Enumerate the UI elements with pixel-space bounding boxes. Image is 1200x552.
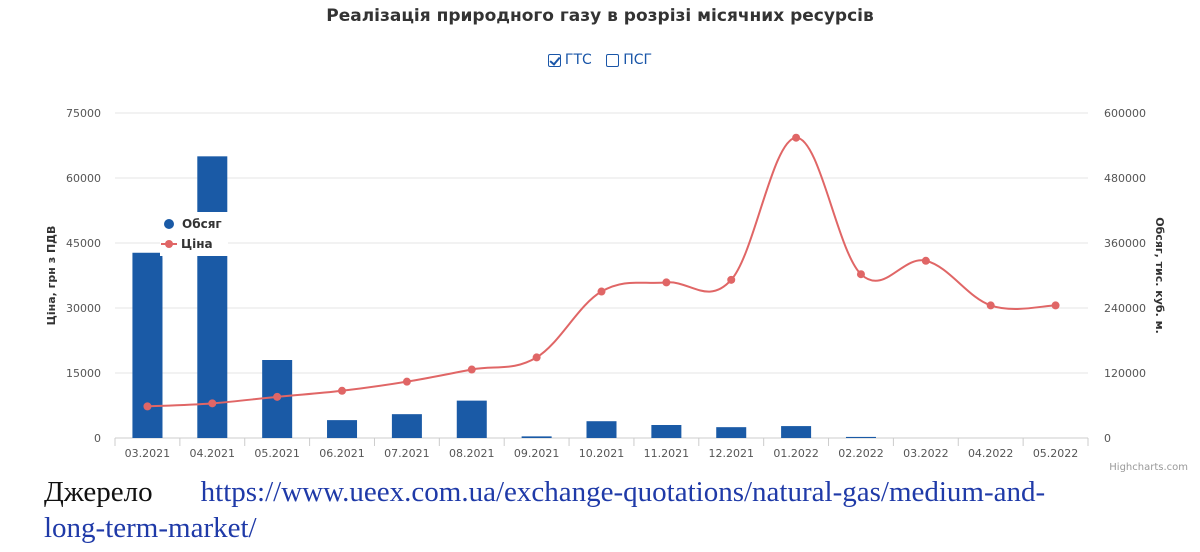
chart: 0 15000 30000 45000 60000 75000 0 120000 240000 3…: [45, 107, 1166, 460]
source-link[interactable]: https://www.ueex.com.ua/exchange-quotati…: [200, 476, 1046, 508]
x-tick-label: 07.2021: [384, 447, 430, 460]
filter-gts-label: ГТС: [564, 52, 592, 68]
legend[interactable]: Обсяг Ціна: [160, 212, 228, 256]
x-tick-label: 05.2021: [254, 447, 300, 460]
bar[interactable]: [521, 436, 552, 438]
x-tick-label: 06.2021: [319, 447, 365, 460]
filter-gts[interactable]: ГТС: [547, 52, 592, 68]
price-point[interactable]: [856, 270, 865, 279]
y-left-tick-label: 30000: [66, 302, 101, 315]
x-tick-label: 04.2021: [190, 447, 236, 460]
price-point[interactable]: [402, 377, 411, 386]
filter-psg[interactable]: ПСГ: [606, 52, 652, 68]
bar[interactable]: [391, 414, 422, 438]
y-right-tick-label: 480000: [1104, 172, 1146, 185]
price-point[interactable]: [467, 365, 476, 374]
x-tick-label: 12.2021: [708, 447, 754, 460]
chart-title: Реалізація природного газу в розрізі міс…: [326, 6, 874, 26]
price-point[interactable]: [986, 301, 995, 310]
y-right-tick-label: 120000: [1104, 367, 1146, 380]
legend-label-volume: Обсяг: [182, 217, 222, 231]
y-right-tick-label: 0: [1104, 432, 1111, 445]
y-left-axis-title: Ціна, грн з ПДВ: [45, 226, 58, 326]
price-point[interactable]: [1051, 301, 1060, 310]
legend-circle-icon: [164, 219, 174, 229]
bar[interactable]: [781, 426, 812, 438]
y-left-tick-label: 15000: [66, 367, 101, 380]
x-tick-label: 01.2022: [773, 447, 819, 460]
price-point[interactable]: [208, 399, 217, 408]
y-left-tick-label: 0: [94, 432, 101, 445]
price-point[interactable]: [921, 256, 930, 265]
bar[interactable]: [327, 420, 358, 438]
legend-line-icon: [161, 240, 177, 248]
x-tick-label: 04.2022: [968, 447, 1014, 460]
price-point[interactable]: [727, 275, 736, 284]
legend-item-price[interactable]: Ціна: [161, 234, 222, 254]
x-tick-label: 08.2021: [449, 447, 495, 460]
filter-psg-label: ПСГ: [623, 52, 653, 68]
source-link-continued[interactable]: long-term-market/: [44, 512, 257, 544]
x-tick-label: 10.2021: [579, 447, 625, 460]
x-tick-label: 05.2022: [1033, 447, 1079, 460]
legend-label-price: Ціна: [181, 237, 213, 251]
legend-item-volume[interactable]: Обсяг: [164, 214, 222, 234]
price-point[interactable]: [597, 287, 606, 296]
bar[interactable]: [586, 421, 617, 438]
filter-bar: ГТС ПСГ: [0, 52, 1200, 71]
x-tick-label: 11.2021: [644, 447, 690, 460]
y-right-tick-label: 360000: [1104, 237, 1146, 250]
price-point[interactable]: [143, 402, 152, 411]
bar[interactable]: [845, 436, 876, 438]
y-left-tick-label: 60000: [66, 172, 101, 185]
price-point[interactable]: [662, 278, 671, 287]
x-tick-label: 03.2022: [903, 447, 949, 460]
checkbox-unchecked-icon[interactable]: [606, 53, 620, 67]
x-tick-label: 03.2021: [125, 447, 171, 460]
y-left-tick-label: 45000: [66, 237, 101, 250]
y-right-tick-label: 600000: [1104, 107, 1146, 120]
price-point[interactable]: [532, 353, 541, 362]
source-label: Джерело: [44, 476, 153, 508]
source-note: Джерело https://www.ueex.com.ua/exchange-…: [44, 474, 1184, 546]
price-point[interactable]: [273, 392, 282, 401]
highcharts-credit[interactable]: Highcharts.com: [1109, 462, 1188, 473]
price-point[interactable]: [792, 133, 801, 142]
y-left-tick-label: 75000: [66, 107, 101, 120]
y-right-axis-title: Обсяг, тис. куб. м.: [1153, 217, 1166, 333]
x-tick-label: 09.2021: [514, 447, 560, 460]
bar[interactable]: [716, 427, 747, 438]
price-point[interactable]: [338, 386, 347, 395]
price-line: [147, 136, 1056, 408]
bar[interactable]: [197, 156, 228, 439]
bar[interactable]: [456, 400, 487, 438]
y-right-tick-label: 240000: [1104, 302, 1146, 315]
bar-secondary: [152, 258, 163, 438]
bar[interactable]: [651, 425, 682, 438]
x-tick-label: 02.2022: [838, 447, 884, 460]
checkbox-checked-icon[interactable]: [547, 53, 561, 67]
